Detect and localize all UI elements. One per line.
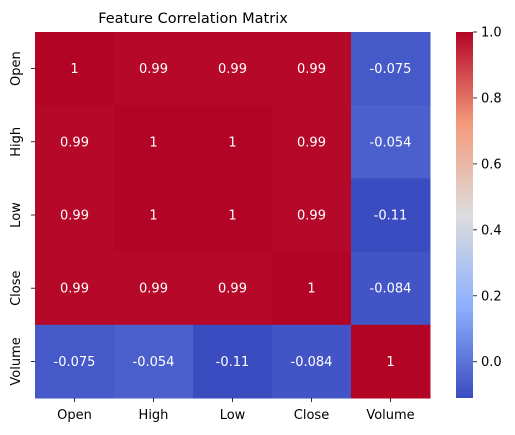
- x-tick-label-open: Open: [57, 408, 92, 423]
- heatmap-cell-1-1: [114, 105, 194, 179]
- y-axis: Open High Low Close Volume: [9, 51, 35, 386]
- cell-annotation-1-2: 1: [228, 135, 236, 150]
- heatmap-cell-2-4: [351, 178, 431, 253]
- heatmap-cell-1-2: [193, 105, 273, 179]
- cell-annotation-4-4: 1: [386, 355, 394, 370]
- x-tick-label-close: Close: [294, 408, 329, 423]
- cell-annotation-4-1: -0.054: [133, 355, 175, 370]
- heatmap-cell-3-2: [193, 251, 273, 326]
- heatmap-cell-3-1: [114, 251, 194, 326]
- heatmap-cell-2-1: [114, 178, 194, 253]
- x-axis: Open High Low Close Volume: [57, 398, 415, 423]
- heatmap-cell-2-2: [193, 178, 273, 253]
- heatmap-cell-1-3: [272, 105, 352, 179]
- cell-annotation-4-2: -0.11: [216, 355, 250, 370]
- cell-annotation-3-0: 0.99: [60, 282, 89, 297]
- cell-annotation-3-2: 0.99: [218, 282, 247, 297]
- colorbar-tick-label-3: 0.4: [481, 223, 502, 238]
- cell-annotation-1-1: 1: [149, 135, 157, 150]
- cell-annotation-2-1: 1: [149, 209, 157, 224]
- cell-annotation-2-2: 1: [228, 209, 236, 224]
- cell-annotation-3-1: 0.99: [139, 282, 168, 297]
- heatmap-cell-3-0: [35, 251, 115, 326]
- heatmap-cell-1-0: [35, 105, 115, 179]
- heatmap-cell-4-3: [272, 324, 352, 399]
- heatmap-cell-2-0: [35, 178, 115, 253]
- x-tick-label-high: High: [139, 408, 169, 423]
- colorbar: 1.0 0.8 0.6 0.4 0.2 0.0: [456, 26, 502, 398]
- colorbar-tick-label-4: 0.2: [481, 289, 502, 304]
- cell-annotation-2-0: 0.99: [60, 209, 89, 224]
- colorbar-gradient: [456, 32, 473, 398]
- cell-annotation-1-4: -0.054: [370, 135, 412, 150]
- heatmap-cell-3-3: [272, 251, 352, 326]
- colorbar-tick-label-2: 0.6: [481, 157, 502, 172]
- heatmap-cell-3-4: [351, 251, 431, 326]
- heatmap-cell-0-1: [114, 32, 194, 106]
- heatmap-cell-4-1: [114, 324, 194, 399]
- y-tick-label-high: High: [9, 127, 24, 157]
- y-tick-label-volume: Volume: [9, 337, 24, 385]
- heatmap-cell-0-0: [35, 32, 115, 106]
- cell-annotation-0-3: 0.99: [297, 62, 326, 77]
- cell-annotation-4-3: -0.084: [291, 355, 333, 370]
- heatmap-cell-4-2: [193, 324, 273, 399]
- heatmap-cell-1-4: [351, 105, 431, 179]
- cell-annotation-3-3: 1: [307, 282, 315, 297]
- cell-annotation-1-3: 0.99: [297, 135, 326, 150]
- cell-annotation-3-4: -0.084: [370, 282, 412, 297]
- cell-annotation-2-3: 0.99: [297, 209, 326, 224]
- heatmap-cell-4-0: [35, 324, 115, 399]
- cell-annotation-0-0: 1: [70, 62, 78, 77]
- cell-annotation-0-2: 0.99: [218, 62, 247, 77]
- x-tick-label-volume: Volume: [366, 408, 414, 423]
- heatmap-cell-0-4: [351, 32, 431, 106]
- y-tick-label-open: Open: [9, 51, 24, 86]
- heatmap-cell-4-4: [351, 324, 431, 399]
- heatmap-annotations: 1 0.99 0.99 0.99 -0.075 0.99 1 1 0.99 -0.054 0.99 1…: [54, 62, 412, 370]
- cell-annotation-0-4: -0.075: [370, 62, 412, 77]
- y-tick-label-close: Close: [9, 270, 24, 305]
- colorbar-tick-label-5: 0.0: [481, 355, 502, 370]
- chart-title: Feature Correlation Matrix: [98, 11, 288, 27]
- cell-annotation-1-0: 0.99: [60, 135, 89, 150]
- heatmap-cells: [35, 32, 431, 399]
- cell-annotation-0-1: 0.99: [139, 62, 168, 77]
- heatmap-cell-0-3: [272, 32, 352, 106]
- y-tick-label-low: Low: [9, 202, 24, 228]
- colorbar-tick-label-0: 1.0: [481, 26, 502, 41]
- cell-annotation-4-0: -0.075: [54, 355, 96, 370]
- cell-annotation-2-4: -0.11: [374, 209, 408, 224]
- colorbar-tick-label-1: 0.8: [481, 91, 502, 106]
- x-tick-label-low: Low: [220, 408, 246, 423]
- heatmap-cell-0-2: [193, 32, 273, 106]
- heatmap-cell-2-3: [272, 178, 352, 253]
